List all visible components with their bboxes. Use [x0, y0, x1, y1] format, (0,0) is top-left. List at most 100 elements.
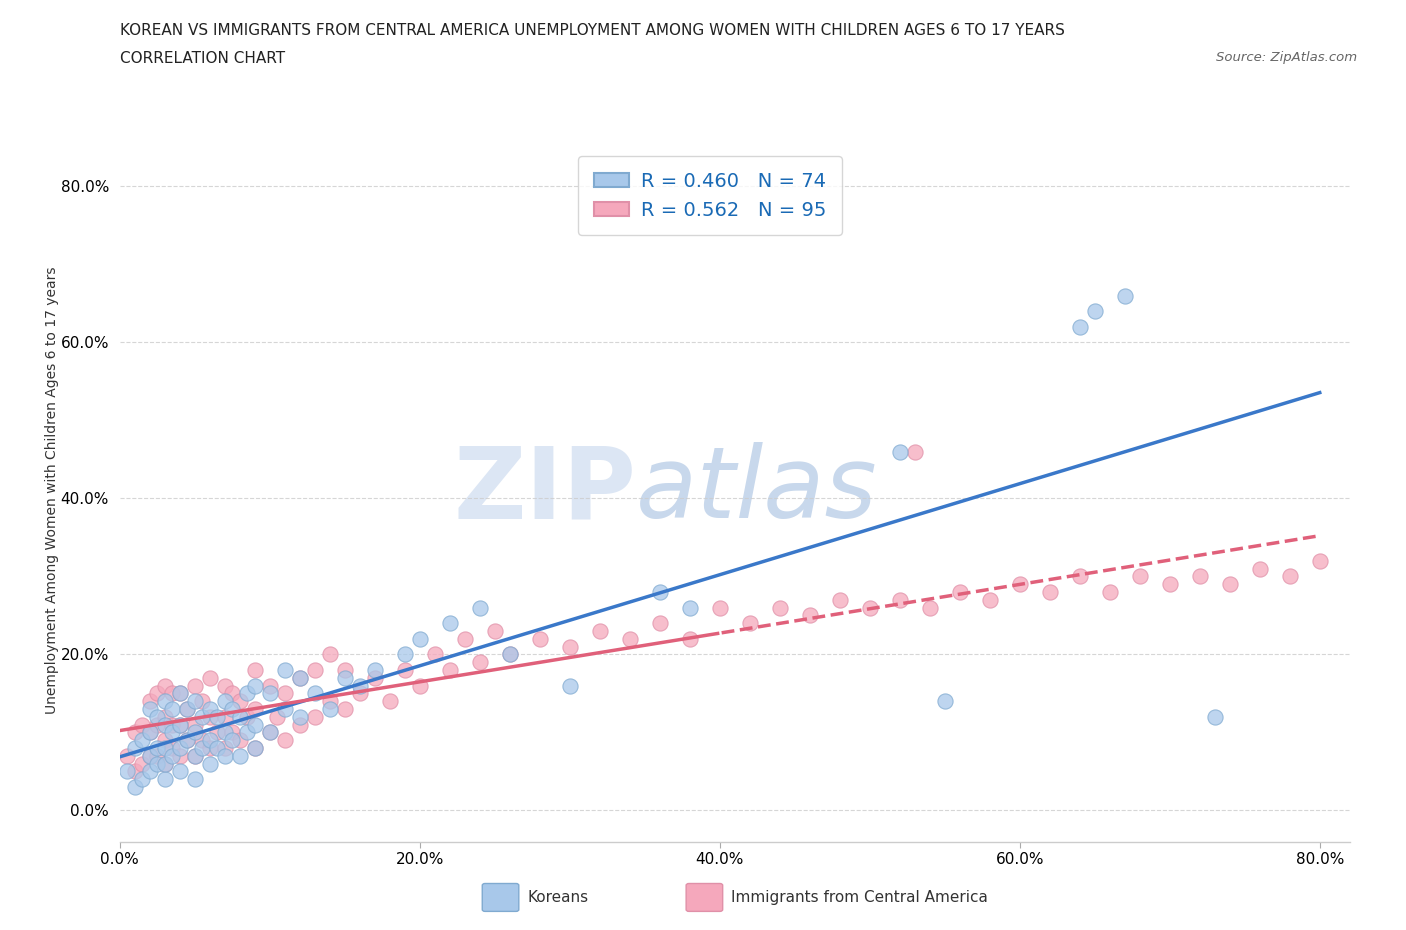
Point: [153, 678, 176, 693]
Point: [205, 710, 228, 724]
Point: [153, 756, 176, 771]
Point: [214, 725, 236, 740]
Point: [191, 733, 214, 748]
Point: [160, 686, 183, 701]
Point: [169, 717, 191, 732]
Point: [146, 749, 169, 764]
Point: [828, 592, 851, 607]
Point: [183, 717, 205, 732]
Text: Koreans: Koreans: [527, 890, 588, 905]
Point: [273, 662, 295, 677]
Point: [1084, 304, 1107, 319]
Point: [859, 600, 882, 615]
Point: [124, 740, 146, 755]
Point: [160, 749, 183, 764]
Point: [183, 694, 205, 709]
Point: [588, 623, 610, 638]
Point: [183, 772, 205, 787]
Point: [183, 725, 205, 740]
Point: [169, 764, 191, 779]
Point: [949, 585, 972, 600]
Point: [169, 717, 191, 732]
Point: [153, 740, 176, 755]
Point: [979, 592, 1001, 607]
Point: [1159, 577, 1181, 591]
Point: [131, 717, 153, 732]
Point: [153, 717, 176, 732]
Point: [648, 616, 671, 631]
Legend: R = 0.460   N = 74, R = 0.562   N = 95: R = 0.460 N = 74, R = 0.562 N = 95: [578, 156, 842, 235]
Point: [273, 701, 295, 716]
Point: [191, 710, 214, 724]
Point: [138, 701, 160, 716]
Point: [1069, 569, 1091, 584]
Point: [1204, 710, 1226, 724]
Point: [243, 740, 266, 755]
Point: [408, 631, 430, 646]
Point: [484, 623, 506, 638]
Point: [221, 725, 243, 740]
Point: [333, 662, 356, 677]
Text: ZIP: ZIP: [453, 442, 636, 539]
Point: [318, 694, 340, 709]
Point: [160, 701, 183, 716]
Point: [228, 733, 250, 748]
Point: [468, 655, 491, 670]
Point: [191, 740, 214, 755]
Point: [363, 671, 385, 685]
Point: [423, 647, 446, 662]
Point: [160, 717, 183, 732]
Point: [288, 717, 311, 732]
Point: [498, 647, 520, 662]
Point: [169, 749, 191, 764]
Point: [221, 733, 243, 748]
Point: [273, 686, 295, 701]
Point: [619, 631, 641, 646]
Point: [1188, 569, 1211, 584]
Point: [131, 772, 153, 787]
Point: [304, 662, 326, 677]
Point: [1249, 561, 1271, 576]
Point: [1008, 577, 1031, 591]
Point: [176, 733, 198, 748]
Point: [205, 725, 228, 740]
Point: [214, 710, 236, 724]
Point: [273, 733, 295, 748]
Point: [124, 779, 146, 794]
Point: [934, 694, 956, 709]
Point: [288, 671, 311, 685]
Point: [228, 694, 250, 709]
Point: [243, 717, 266, 732]
Point: [259, 725, 281, 740]
Point: [363, 662, 385, 677]
Point: [498, 647, 520, 662]
Point: [349, 686, 371, 701]
Point: [243, 662, 266, 677]
Point: [198, 740, 221, 755]
Point: [198, 756, 221, 771]
Point: [176, 701, 198, 716]
Point: [1098, 585, 1121, 600]
Point: [169, 686, 191, 701]
Point: [138, 749, 160, 764]
Point: [468, 600, 491, 615]
Point: [394, 662, 416, 677]
Y-axis label: Unemployment Among Women with Children Ages 6 to 17 years: Unemployment Among Women with Children A…: [45, 267, 59, 714]
Point: [1309, 553, 1331, 568]
Point: [889, 445, 911, 459]
Point: [558, 678, 581, 693]
Point: [169, 740, 191, 755]
Point: [453, 631, 475, 646]
Point: [288, 710, 311, 724]
Point: [183, 749, 205, 764]
Point: [266, 710, 288, 724]
Point: [1114, 288, 1136, 303]
Point: [1129, 569, 1152, 584]
Point: [214, 749, 236, 764]
Point: [769, 600, 792, 615]
Point: [146, 717, 169, 732]
Point: [558, 639, 581, 654]
Point: [259, 686, 281, 701]
Point: [131, 733, 153, 748]
Point: [183, 749, 205, 764]
